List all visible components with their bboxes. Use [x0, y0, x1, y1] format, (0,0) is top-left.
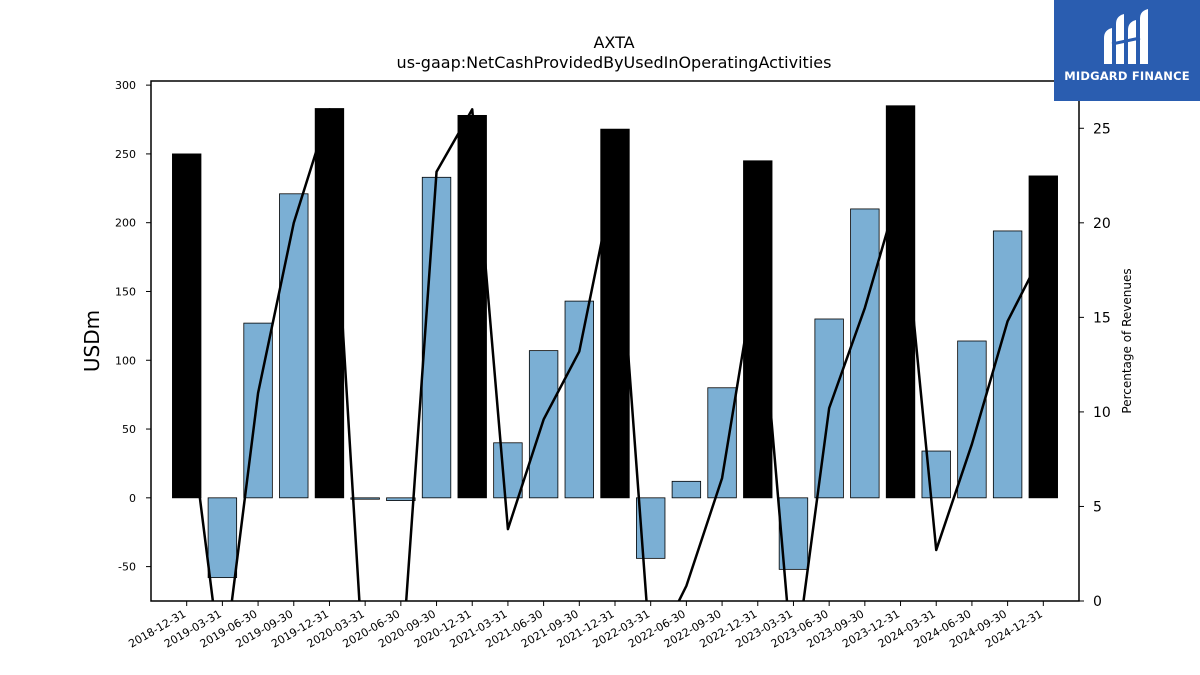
y2-tick-label: 25	[1093, 121, 1111, 137]
bar-2024-06-30	[957, 340, 987, 499]
y-tick-label: 0	[129, 492, 136, 505]
bar-2021-09-30	[564, 300, 594, 499]
y-tick-label: 300	[115, 79, 136, 92]
y2-tick-label: 20	[1093, 216, 1111, 232]
y-tick-label: 100	[115, 354, 136, 367]
y2-tick-label: 0	[1093, 594, 1102, 610]
line-series	[185, 108, 1045, 601]
bar-2019-03-31	[207, 497, 238, 579]
bar-2021-03-31	[493, 442, 523, 499]
plot-frame	[150, 80, 1080, 602]
bar-2022-06-30	[671, 480, 702, 499]
revenue-percentage-line	[185, 108, 1045, 601]
y2-tick-label: 10	[1093, 405, 1111, 421]
bar-2024-12-31	[1028, 175, 1058, 499]
bar-2024-09-30	[992, 230, 1023, 499]
bar-2020-03-31	[350, 497, 380, 500]
midgard-logo-icon	[1104, 9, 1148, 64]
bar-2019-12-31	[314, 108, 345, 499]
logo-text: MIDGARD FINANCE	[1064, 69, 1190, 83]
bar-2020-12-31	[457, 114, 487, 499]
bar-2018-12-31	[172, 153, 202, 499]
bar-2020-06-30	[386, 497, 416, 501]
y-tick-label: 200	[115, 217, 136, 230]
y2-tick-label: 5	[1093, 499, 1102, 515]
y2-axis-label: Percentage of Revenues	[1120, 268, 1134, 413]
chart-subtitle: us-gaap:NetCashProvidedByUsedInOperating…	[397, 53, 832, 72]
bar-2021-06-30	[528, 350, 559, 499]
brand-logo: MIDGARD FINANCE	[1054, 0, 1200, 101]
bar-2020-09-30	[421, 176, 452, 499]
y-tick-label: 250	[115, 148, 136, 161]
y2-tick-label: 15	[1093, 310, 1111, 326]
bar-2022-12-31	[743, 160, 773, 499]
y-axis-label: USDm	[80, 310, 104, 372]
chart-title: AXTA	[593, 33, 634, 52]
bar-2023-12-31	[885, 105, 916, 499]
bar-2023-09-30	[850, 208, 880, 499]
y-tick-label: -50	[118, 561, 136, 574]
bar-2019-09-30	[279, 193, 309, 499]
y-tick-label: 150	[115, 285, 136, 298]
y-tick-label: 50	[122, 423, 136, 436]
